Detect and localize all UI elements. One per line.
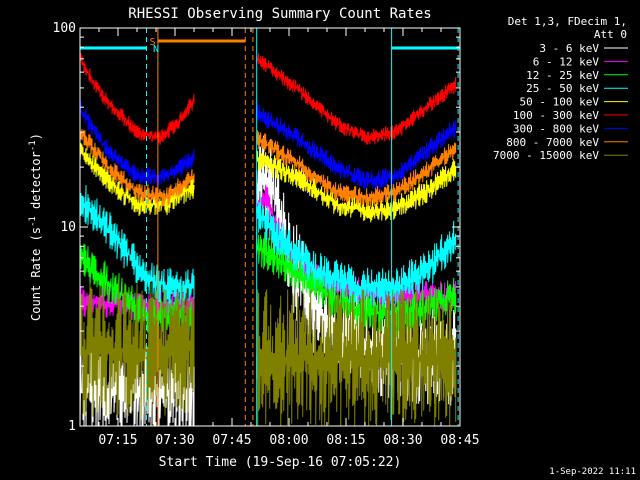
- legend-header-line1: Det 1,3, FDecim 1,: [508, 15, 627, 28]
- y-label-mid: detector: [29, 151, 43, 216]
- y-tick-label-0: 1: [68, 419, 76, 434]
- y-label-main: Count Rate (s: [29, 227, 43, 321]
- y-tick-label-1: 10: [60, 220, 76, 235]
- series-3-segment-0: [79, 185, 195, 305]
- legend-label-5: 100 - 300 keV: [513, 109, 599, 122]
- series-4-segment-1: [256, 148, 457, 223]
- series-3-segment-1: [256, 196, 457, 307]
- chart-title: RHESSI Observing Summary Count Rates: [128, 6, 431, 22]
- series-8-segment-0: [79, 282, 195, 420]
- x-tick-label-5: 08:30: [383, 433, 422, 448]
- legend-label-8: 7000 - 15000 keV: [493, 149, 599, 162]
- y-axis-label: Count Rate (s-1 detector-1): [28, 133, 43, 321]
- axis-layer: 07:15 07:30 07:45 08:00 08:15 08:30 08:45 1 10 10…: [53, 21, 480, 448]
- x-tick-label-4: 08:15: [326, 433, 365, 448]
- series-5-segment-0: [79, 53, 195, 146]
- y-tick-label-2: 100: [53, 21, 76, 36]
- legend-label-1: 6 - 12 keV: [533, 55, 600, 68]
- series-4-segment-0: [79, 143, 195, 216]
- x-tick-label-6: 08:45: [440, 433, 479, 448]
- legend-label-6: 300 - 800 keV: [513, 122, 599, 135]
- series-8-segment-1: [256, 289, 457, 427]
- y-label-sup2: -1: [28, 140, 38, 151]
- legend-label-3: 25 - 50 keV: [526, 82, 599, 95]
- legend-label-4: 50 - 100 keV: [520, 96, 600, 109]
- flag-s: S: [150, 37, 156, 48]
- series-6-segment-1: [256, 102, 457, 190]
- x-tick-label-3: 08:00: [269, 433, 308, 448]
- x-tick-label-1: 07:30: [155, 433, 194, 448]
- series-7-segment-1: [256, 130, 457, 207]
- y-label-sup1: -1: [28, 216, 38, 227]
- timestamp: 1-Sep-2022 11:11: [549, 467, 636, 477]
- legend-label-0: 3 - 6 keV: [539, 42, 599, 55]
- legend-label-2: 12 - 25 keV: [526, 69, 599, 82]
- x-tick-label-0: 07:15: [98, 433, 137, 448]
- legend-label-7: 800 - 7000 keV: [506, 136, 599, 149]
- flag-n: N: [153, 44, 159, 55]
- series-7-segment-0: [79, 129, 195, 207]
- data-layer: [79, 52, 457, 427]
- legend-header-line2: Att 0: [594, 28, 627, 41]
- series-5-segment-1: [256, 52, 457, 145]
- series-2-segment-1: [256, 229, 457, 338]
- x-tick-label-2: 07:45: [212, 433, 251, 448]
- series-6-segment-0: [79, 101, 195, 187]
- x-axis-label: Start Time (19-Sep-16 07:05:22): [159, 455, 402, 470]
- y-label-end: ): [29, 133, 43, 140]
